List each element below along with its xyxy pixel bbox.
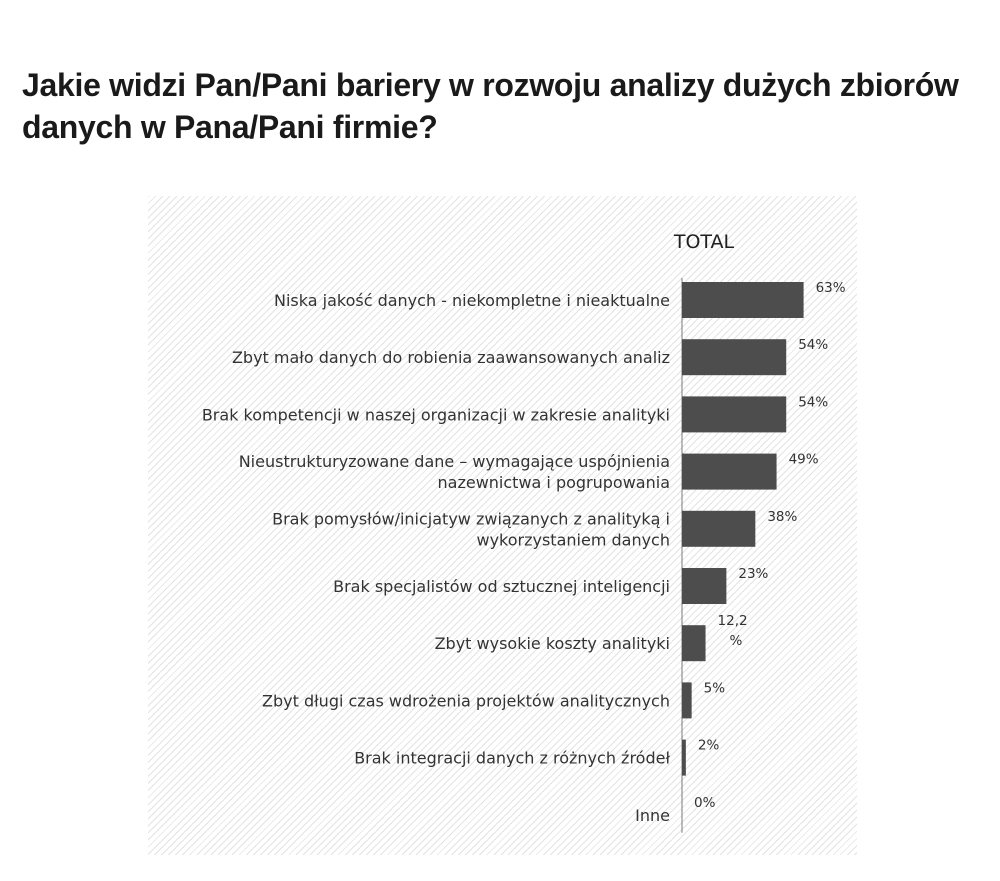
page-title: Jakie widzi Pan/Pani bariery w rozwoju a… xyxy=(22,67,959,145)
value-label-1: 54% xyxy=(798,337,828,353)
value-label-2: 54% xyxy=(798,394,828,410)
category-label-4-line-1: wykorzystaniem danych xyxy=(476,530,670,549)
value-label-5: 23% xyxy=(738,566,768,582)
bar-3 xyxy=(682,453,777,490)
bar-0 xyxy=(682,282,804,318)
value-label-6-line-0: 12,2 xyxy=(718,613,748,629)
category-label-5: Brak specjalistów od sztucznej inteligen… xyxy=(333,577,670,596)
bar-1 xyxy=(682,339,787,376)
value-label-8: 2% xyxy=(698,738,720,754)
category-label-3-line-0: Nieustrukturyzowane dane – wymagające us… xyxy=(239,452,670,471)
value-label-7: 5% xyxy=(704,680,726,696)
category-label-0: Niska jakość danych - niekompletne i nie… xyxy=(274,291,670,310)
bar-2 xyxy=(682,396,787,433)
category-label-9: Inne xyxy=(635,806,670,825)
category-label-1: Zbyt mało danych do robienia zaawansowan… xyxy=(232,348,670,367)
category-label-3-line-1: nazewnictwa i pogrupowania xyxy=(438,473,670,492)
category-label-4-line-0: Brak pomysłów/inicjatyw związanych z ana… xyxy=(272,509,670,528)
value-label-3: 49% xyxy=(789,452,819,468)
bar-6 xyxy=(682,625,706,662)
chart-canvas: TOTAL Niska jakość danych - niekompletne… xyxy=(202,231,846,833)
bar-4 xyxy=(682,510,756,547)
value-label-6-line-1: % xyxy=(730,633,743,649)
value-label-4: 38% xyxy=(767,509,797,525)
bar-7 xyxy=(682,682,692,719)
bar-8 xyxy=(682,739,686,776)
bar-5 xyxy=(682,568,727,604)
bar-chart: TOTAL Niska jakość danych - niekompletne… xyxy=(148,196,857,855)
value-label-0: 63% xyxy=(816,280,846,296)
category-label-8: Brak integracji danych z różnych źródeł xyxy=(354,749,670,768)
category-label-6: Zbyt wysokie koszty analityki xyxy=(435,634,670,653)
chart-title: TOTAL xyxy=(673,231,735,253)
value-label-9: 0% xyxy=(694,795,716,811)
category-label-7: Zbyt długi czas wdrożenia projektów anal… xyxy=(262,691,670,710)
category-label-2: Brak kompetencji w naszej organizacji w … xyxy=(202,405,670,424)
